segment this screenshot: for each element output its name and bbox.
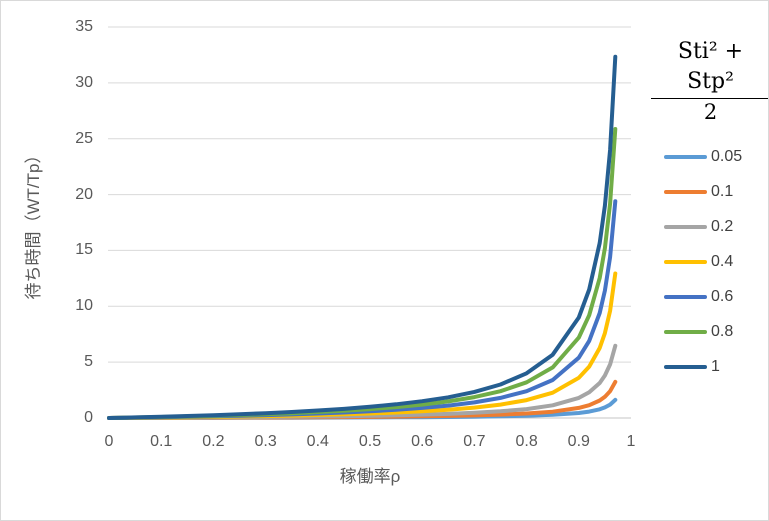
formula-denominator: 2	[703, 100, 718, 124]
legend-label: 1	[711, 357, 720, 375]
x-tick-label: 0.3	[254, 433, 277, 450]
formula-numerator: Sti² + Stp²	[651, 37, 768, 99]
y-tick-label: 0	[84, 409, 93, 426]
x-tick-label: 0.2	[202, 433, 225, 450]
legend-swatch-icon	[664, 259, 707, 264]
y-tick-label: 10	[75, 297, 93, 315]
legend-label: 0.2	[711, 217, 734, 235]
series-line-0.8	[107, 127, 618, 420]
legend-item-1: 1	[651, 349, 768, 384]
legend-title-formula: Sti² + Stp² 2	[651, 37, 768, 125]
series-line-0.6	[107, 199, 618, 420]
legend-item-0.05: 0.05	[651, 139, 768, 174]
x-tick-label: 0	[104, 433, 114, 450]
legend-item-0.2: 0.2	[651, 209, 768, 244]
y-tick-label: 30	[75, 73, 93, 91]
legend-items: 0.05 0.1 0.2 0.4 0.6 0.8 1	[651, 139, 768, 384]
y-axis-title: 待ち時間（WT/Tp）	[24, 146, 43, 300]
legend-swatch-icon	[664, 364, 707, 369]
legend-item-0.4: 0.4	[651, 244, 768, 279]
x-tick-label: 0.7	[463, 433, 486, 450]
series-line-1	[107, 54, 618, 420]
y-tick-label: 15	[75, 241, 93, 259]
x-tick-label: 0.5	[358, 433, 382, 450]
legend-swatch-icon	[664, 224, 707, 229]
y-tick-label: 5	[84, 353, 93, 371]
legend-swatch-icon	[664, 154, 707, 159]
legend-label: 0.8	[711, 322, 734, 340]
legend-swatch-icon	[664, 189, 707, 194]
legend-label: 0.4	[711, 252, 734, 270]
legend-item-0.1: 0.1	[651, 174, 768, 209]
x-axis-title: 稼働率ρ	[339, 467, 401, 486]
y-tick-label: 25	[75, 129, 93, 147]
legend-swatch-icon	[664, 329, 707, 334]
x-tick-label: 1	[626, 433, 636, 450]
series-line-0.4	[107, 271, 618, 420]
legend-label: 0.05	[711, 147, 743, 165]
legend: Sti² + Stp² 2 0.05 0.1 0.2 0.4 0.6 0.8 1	[651, 1, 768, 520]
legend-swatch-icon	[664, 294, 707, 299]
y-tick-label: 20	[75, 185, 93, 203]
x-tick-label: 0.1	[150, 433, 173, 450]
legend-item-0.8: 0.8	[651, 314, 768, 349]
legend-item-0.6: 0.6	[651, 279, 768, 314]
x-tick-label: 0.9	[567, 433, 590, 450]
x-tick-label: 0.8	[515, 433, 538, 450]
x-tick-label: 0.4	[306, 433, 329, 450]
legend-label: 0.6	[711, 287, 734, 305]
y-tick-label: 35	[75, 18, 93, 35]
x-tick-label: 0.6	[411, 433, 434, 450]
legend-label: 0.1	[711, 182, 734, 200]
